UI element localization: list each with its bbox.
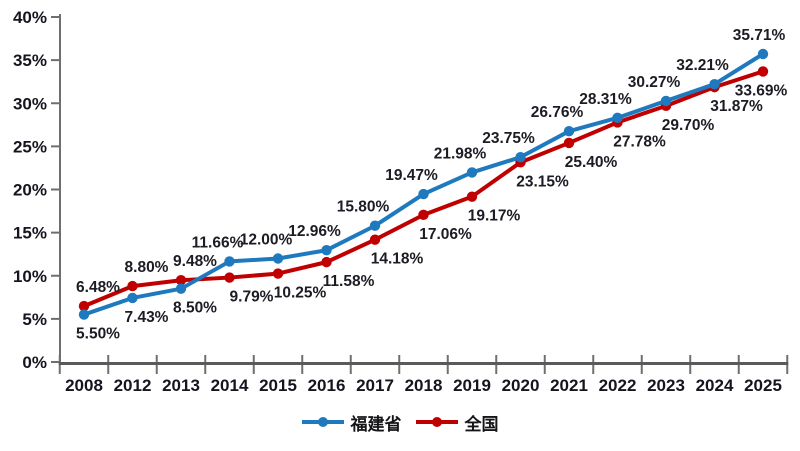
x-axis-label: 2012: [114, 376, 152, 395]
series-line-fujian: [82, 52, 765, 317]
data-label: 27.78%: [613, 133, 666, 150]
x-axis-label: 2022: [599, 376, 637, 395]
data-point: [466, 191, 478, 202]
data-point: [369, 234, 381, 245]
data-point: [709, 78, 720, 90]
data-label: 12.00%: [240, 232, 293, 249]
data-label: 6.48%: [76, 279, 120, 296]
data-point: [757, 66, 769, 77]
y-axis-label: 30%: [13, 94, 47, 113]
data-label: 9.79%: [230, 289, 274, 306]
x-axis-label: 2015: [259, 376, 297, 395]
data-label: 28.31%: [579, 91, 632, 108]
data-label: 35.71%: [733, 27, 786, 44]
legend-item-national: 全国: [415, 410, 499, 435]
data-label: 11.66%: [192, 234, 244, 251]
data-point: [612, 112, 623, 124]
data-point: [175, 275, 187, 286]
data-label: 11.58%: [323, 273, 375, 290]
data-label: 19.17%: [468, 208, 521, 225]
legend-line-marker-fujian: [301, 415, 344, 429]
data-label: 25.40%: [565, 154, 618, 171]
data-label: 9.48%: [173, 253, 217, 270]
y-axis-label: 40%: [13, 8, 47, 27]
x-axis-label: 2023: [647, 376, 685, 395]
data-label: 26.76%: [531, 104, 584, 121]
data-point: [175, 283, 187, 294]
legend-label-national: 全国: [464, 414, 499, 434]
legend-line-marker-national: [415, 415, 458, 429]
data-point: [369, 220, 381, 231]
legend-item-fujian: 福建省: [301, 410, 402, 435]
y-axis-label: 0%: [22, 353, 47, 372]
y-axis-label: 20%: [13, 181, 47, 200]
data-point: [757, 48, 769, 60]
y-axis-label: 5%: [22, 310, 47, 329]
x-axis-label: 2016: [308, 376, 346, 395]
data-point: [272, 253, 284, 264]
x-axis-label: 2013: [162, 376, 200, 395]
data-point: [224, 272, 235, 283]
x-axis-label: 2018: [405, 376, 443, 395]
x-axis-label: 2024: [696, 376, 734, 395]
x-axis-label: 2008: [65, 376, 103, 395]
x-axis-label: 2021: [550, 376, 588, 395]
data-point: [515, 151, 526, 163]
y-axis-label: 25%: [13, 137, 47, 156]
x-axis-label: 2025: [744, 376, 782, 395]
data-point: [127, 292, 138, 304]
data-label: 8.80%: [125, 259, 169, 276]
data-point: [321, 256, 332, 268]
x-axis-label: 2017: [356, 376, 394, 395]
data-label: 12.96%: [288, 223, 341, 240]
data-label: 17.06%: [419, 226, 472, 243]
data-label: 23.15%: [516, 173, 569, 190]
data-label: 7.43%: [125, 309, 169, 326]
data-label: 14.18%: [371, 251, 424, 268]
data-label: 8.50%: [173, 300, 217, 317]
data-point: [466, 167, 478, 178]
data-point: [78, 300, 90, 312]
data-point: [418, 188, 429, 200]
data-point: [563, 137, 575, 149]
data-point: [563, 125, 575, 137]
y-axis-label: 10%: [13, 267, 47, 286]
data-label: 23.75%: [482, 130, 535, 147]
data-label: 19.47%: [385, 167, 438, 184]
data-label: 10.25%: [274, 285, 327, 302]
data-point: [127, 280, 138, 292]
data-label: 15.80%: [337, 199, 390, 216]
data-label: 29.70%: [662, 117, 715, 134]
data-label: 33.69%: [735, 82, 788, 99]
data-point: [321, 245, 332, 256]
y-axis-label: 15%: [13, 224, 47, 243]
data-label: 30.27%: [628, 74, 681, 91]
data-point: [78, 309, 90, 320]
data-point: [660, 95, 672, 107]
data-label: 31.87%: [710, 98, 763, 115]
x-axis-label: 2014: [211, 376, 249, 395]
chart-legend: 福建省 全国: [0, 406, 800, 438]
data-point: [224, 256, 235, 267]
y-axis-label: 35%: [13, 51, 47, 70]
data-point: [418, 209, 429, 221]
data-label: 5.50%: [76, 326, 120, 343]
legend-label-fujian: 福建省: [350, 414, 402, 434]
x-axis-label: 2020: [502, 376, 540, 395]
x-axis-label: 2019: [453, 376, 491, 395]
data-label: 21.98%: [434, 145, 487, 162]
data-label: 32.21%: [676, 57, 729, 74]
data-point: [272, 268, 284, 279]
